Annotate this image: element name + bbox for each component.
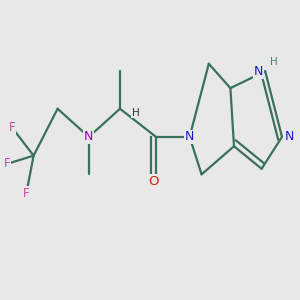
Text: H: H — [132, 107, 140, 118]
Text: F: F — [4, 157, 11, 169]
Text: F: F — [23, 187, 30, 200]
Text: N: N — [185, 130, 194, 143]
Text: N: N — [84, 130, 94, 143]
Text: O: O — [148, 176, 159, 188]
Text: N: N — [284, 130, 294, 143]
Text: F: F — [9, 121, 15, 134]
Text: H: H — [270, 57, 278, 67]
Text: N: N — [254, 65, 263, 78]
